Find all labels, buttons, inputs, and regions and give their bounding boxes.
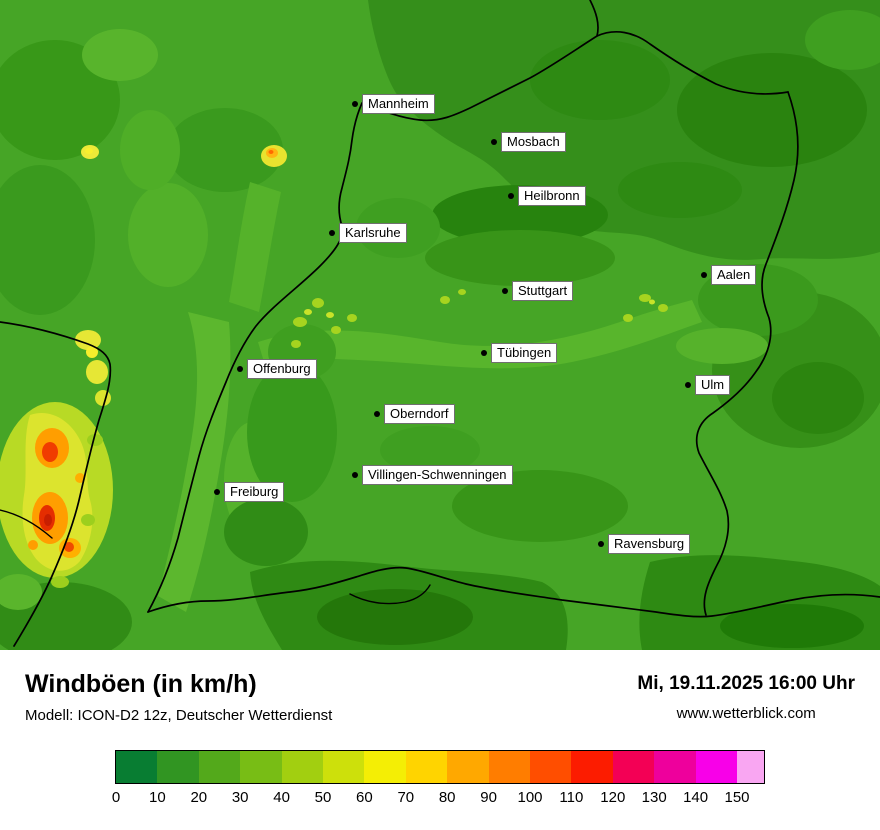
legend-color-segment — [281, 750, 324, 783]
city-label: Heilbronn — [518, 186, 586, 207]
legend-color-segment — [157, 750, 199, 783]
legend-color-segment — [364, 750, 406, 783]
legend-tick-label: 60 — [356, 788, 373, 806]
wind-map-area: Mannheim Mosbach Heilbronn Karlsruhe Stuttga… — [0, 0, 880, 650]
legend-color-segment — [612, 750, 655, 783]
city-label: Ulm — [695, 375, 731, 396]
border-southwest-segment — [0, 509, 53, 539]
city-dot — [701, 272, 707, 278]
legend-tick-label: 140 — [683, 788, 709, 806]
legend-color-segment — [323, 750, 365, 783]
legend: 0 10 20 30 40 50 60 70 80 90 100 110 120 130 140 150 — [111, 749, 765, 809]
city-label: Ravensburg — [608, 534, 691, 555]
city-dot — [352, 472, 358, 478]
city-label: Tübingen — [491, 343, 558, 364]
terrain-layer — [0, 0, 880, 650]
city-label: Stuttgart — [512, 281, 574, 302]
border-france — [0, 321, 112, 647]
city-dot — [352, 101, 358, 107]
footer-right: Mi, 19.11.2025 16:00 Uhr www.wetterblick… — [637, 670, 855, 722]
border-swiss-wiggle — [349, 584, 431, 605]
city-layer: Mannheim Mosbach Heilbronn Karlsruhe Stuttga… — [214, 94, 757, 555]
legend-tick-label: 20 — [190, 788, 208, 806]
city-dot — [685, 382, 691, 388]
legend-color-segment — [695, 750, 738, 783]
legend-color-segment — [488, 750, 531, 783]
city-dot — [481, 350, 487, 356]
city-label: Offenburg — [247, 359, 317, 380]
city-label: Mosbach — [501, 132, 566, 153]
city-label: Freiburg — [224, 482, 285, 503]
border-layer — [0, 0, 880, 647]
legend-tick-label: 30 — [231, 788, 249, 806]
city-dot — [214, 489, 220, 495]
city-dot — [598, 541, 604, 547]
legend-color-segment — [530, 750, 572, 783]
legend-tick-label: 150 — [724, 788, 750, 806]
border-west — [147, 0, 599, 613]
footer: Windböen (in km/h) Modell: ICON-D2 12z, … — [0, 650, 880, 809]
legend-tick-label: 90 — [480, 788, 497, 806]
border-north — [596, 31, 789, 95]
legend-tick-label: 130 — [641, 788, 667, 806]
city-dot — [508, 193, 514, 199]
legend-color-segment — [240, 750, 282, 783]
legend-color-segment — [447, 750, 489, 783]
website-link: www.wetterblick.com — [676, 705, 816, 722]
model-info: Modell: ICON-D2 12z, Deutscher Wetterdie… — [25, 706, 333, 724]
legend-gradient-bar — [115, 749, 765, 784]
legend-tick-label: 70 — [397, 788, 415, 806]
legend-overflow-segment — [737, 750, 765, 783]
city-label: Mannheim — [362, 94, 435, 115]
border-south — [147, 566, 880, 618]
legend-color-segment — [198, 750, 241, 783]
legend-tick-label: 10 — [149, 788, 166, 806]
legend-tick-label: 40 — [273, 788, 290, 806]
legend-color-segment — [571, 750, 613, 783]
city-label: Aalen — [711, 265, 757, 286]
legend-tick-label: 110 — [559, 788, 584, 806]
legend-tick-label: 100 — [517, 788, 543, 806]
city-label: Oberndorf — [384, 404, 455, 425]
legend-color-segment — [654, 750, 696, 783]
legend-tick-label: 0 — [111, 788, 121, 806]
legend-tick-label: 50 — [314, 788, 332, 806]
legend-color-segment — [405, 750, 448, 783]
datetime: Mi, 19.11.2025 16:00 Uhr — [637, 673, 855, 694]
legend-labels: 0 10 20 30 40 50 60 70 80 90 100 110 120 130 140 150 — [111, 788, 765, 809]
city-label: Villingen-Schwenningen — [362, 465, 513, 486]
legend-tick-label: 80 — [438, 788, 456, 806]
city-dot — [491, 139, 497, 145]
city-dot — [329, 230, 335, 236]
city-dot — [502, 288, 508, 294]
legend-color-segment — [116, 750, 158, 783]
wind-map-svg — [0, 0, 880, 650]
footer-row: Windböen (in km/h) Modell: ICON-D2 12z, … — [25, 670, 855, 724]
map-title: Windböen (in km/h) — [25, 670, 257, 698]
border-east — [695, 91, 799, 616]
city-dot — [374, 411, 380, 417]
legend-tick-label: 120 — [600, 788, 626, 806]
city-dot — [237, 366, 243, 372]
city-label: Karlsruhe — [339, 223, 407, 244]
footer-left: Windböen (in km/h) Modell: ICON-D2 12z, … — [25, 670, 332, 724]
